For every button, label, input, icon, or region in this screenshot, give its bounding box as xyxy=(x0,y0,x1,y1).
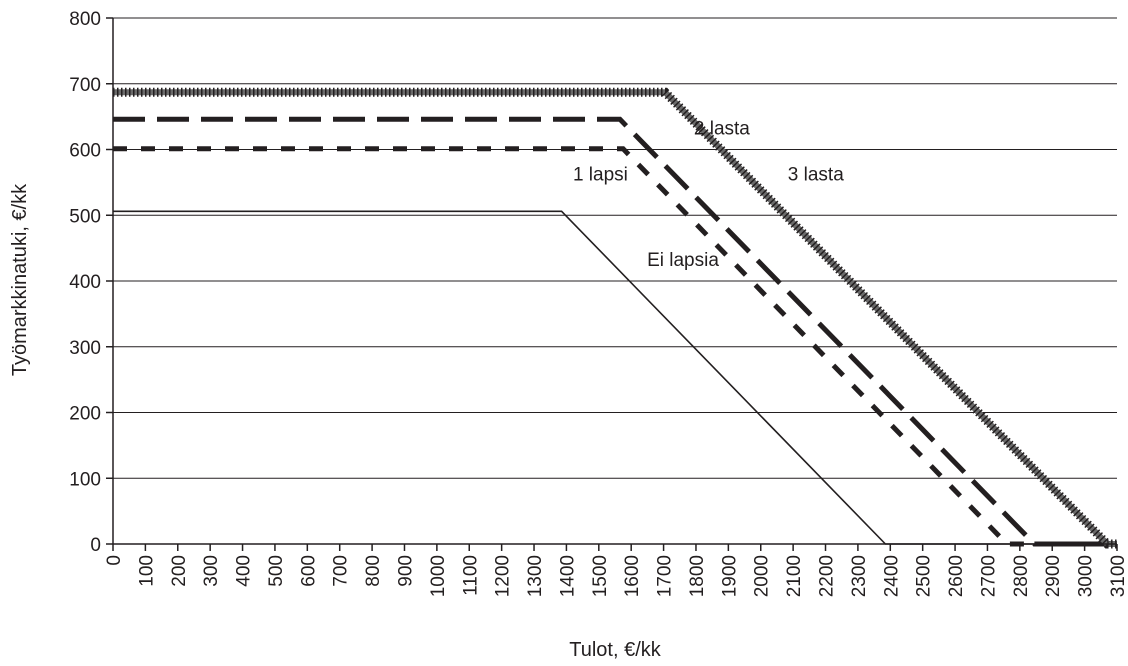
x-tick-label: 1900 xyxy=(719,555,740,597)
x-tick-label: 1600 xyxy=(622,555,643,597)
x-tick-label: 100 xyxy=(136,555,157,587)
x-tick-labels: 0 100 200 300 400 500 600 700 800 900 1000 1100 1200… xyxy=(104,555,1128,597)
x-tick-label: 1000 xyxy=(428,555,449,597)
y-tick-label: 500 xyxy=(69,206,101,227)
x-tick-label: 2200 xyxy=(817,555,838,597)
y-tick-label: 400 xyxy=(69,272,101,293)
x-tick-label: 0 xyxy=(104,555,125,566)
series-label: 2 lasta xyxy=(694,118,750,139)
x-tick-label: 3000 xyxy=(1076,555,1097,597)
series-label: 1 lapsi xyxy=(573,164,628,185)
x-tick-label: 2100 xyxy=(784,555,805,597)
series-line-4-hatch xyxy=(113,87,1117,549)
x-tick-label: 1300 xyxy=(525,555,546,597)
y-tick-label: 100 xyxy=(69,469,101,490)
x-tick-label: 2400 xyxy=(881,555,902,597)
x-tick-label: 400 xyxy=(234,555,255,587)
series-line-4 xyxy=(113,89,1117,547)
x-tick-label: 3100 xyxy=(1108,555,1128,597)
x-tick-label: 700 xyxy=(331,555,352,587)
x-tick-label: 2300 xyxy=(849,555,870,597)
x-tick-label: 1800 xyxy=(687,555,708,597)
axes xyxy=(106,17,1118,551)
y-tick-label: 200 xyxy=(69,404,101,425)
x-tick-label: 500 xyxy=(266,555,287,587)
y-tick-label: 600 xyxy=(69,141,101,162)
x-tick-label: 1700 xyxy=(655,555,676,597)
x-tick-label: 2900 xyxy=(1043,555,1064,597)
x-tick-label: 2600 xyxy=(946,555,967,597)
grid-lines xyxy=(113,17,1117,479)
y-tick-labels: 0 100 200 300 400 500 600 700 800 xyxy=(69,9,101,556)
x-tick-label: 1200 xyxy=(493,555,514,597)
series-label: 3 lasta xyxy=(788,164,844,185)
x-tick-label: 900 xyxy=(395,555,416,587)
x-tick-label: 300 xyxy=(201,555,222,587)
x-tick-label: 1400 xyxy=(557,555,578,597)
series-line-2 xyxy=(113,146,1117,547)
y-tick-label: 800 xyxy=(69,9,101,30)
x-tick-label: 1100 xyxy=(460,555,481,596)
x-tick-label: 200 xyxy=(169,555,190,587)
x-tick-label: 2500 xyxy=(914,555,935,597)
x-tick-label: 2800 xyxy=(1011,555,1032,597)
series-label: Ei lapsia xyxy=(647,250,719,271)
y-tick-label: 700 xyxy=(69,75,101,96)
series-line-1 xyxy=(113,210,1117,545)
x-tick-label: 2700 xyxy=(978,555,999,597)
y-tick-label: 300 xyxy=(69,338,101,359)
y-axis-title: Työmarkkinatuki, €/kk xyxy=(9,183,31,376)
x-tick-label: 2000 xyxy=(752,555,773,597)
series-line-3 xyxy=(113,116,1117,547)
y-tick-label: 0 xyxy=(90,535,101,556)
series-lines xyxy=(113,87,1117,549)
x-tick-label: 800 xyxy=(363,555,384,587)
x-tick-label: 1500 xyxy=(590,555,611,597)
series-labels: Ei lapsia 1 lapsi 2 lasta 3 lasta xyxy=(573,118,844,271)
x-tick-label: 600 xyxy=(298,555,319,587)
x-axis-title: Tulot, €/kk xyxy=(569,639,662,661)
